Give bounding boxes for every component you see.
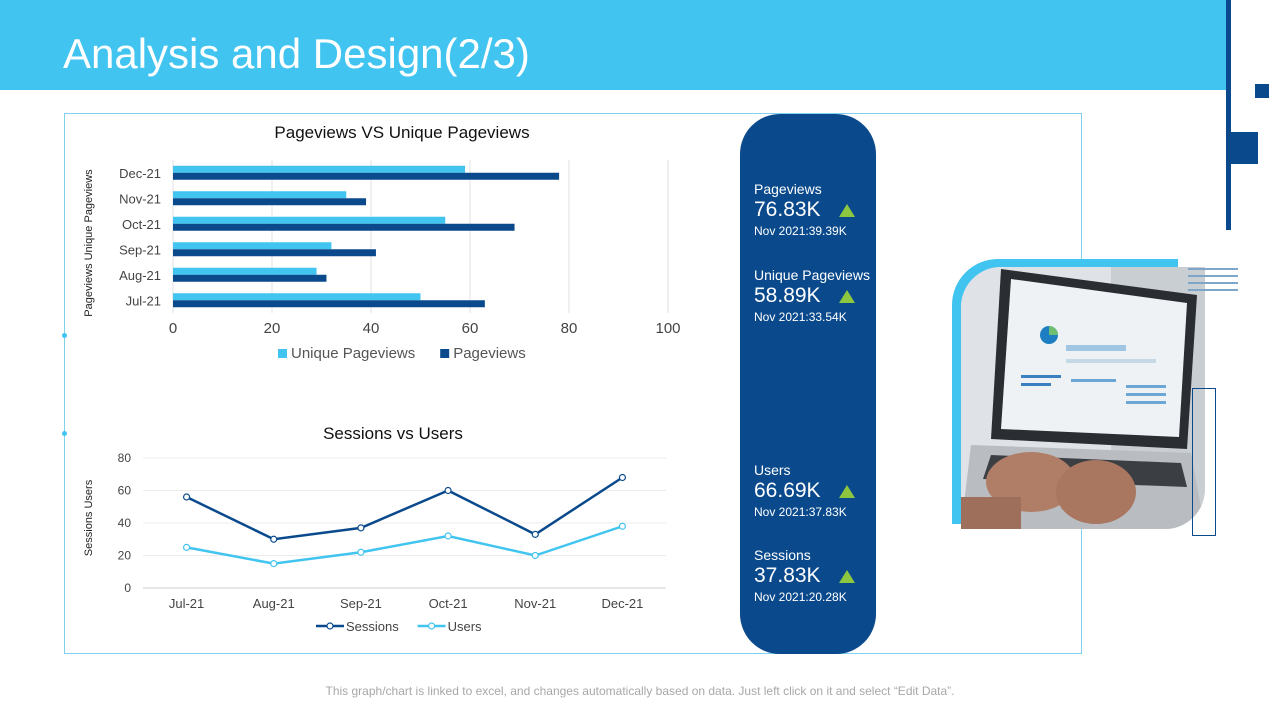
legend-label: Pageviews: [453, 345, 526, 362]
stat-sessions: Sessions 37.83K Nov 2021:20.28K: [754, 547, 855, 605]
decorative-line: [1226, 0, 1231, 230]
decorative-square: [1255, 84, 1269, 98]
decorative-dot: [62, 431, 67, 436]
data-point: [444, 486, 452, 495]
legend-swatch: [278, 349, 287, 358]
data-point: [182, 493, 191, 501]
stat-value-row: 37.83K: [754, 563, 855, 589]
stat-label: Users: [754, 462, 791, 478]
stat-value-row: 58.89K: [754, 283, 870, 309]
stat-value: 76.83K: [754, 198, 821, 221]
x-tick-label: Sep-21: [340, 596, 382, 611]
y-axis-label: Pageviews Unique Pageviews: [83, 169, 95, 317]
x-tick-label: 40: [363, 320, 380, 337]
y-tick-label: 0: [124, 581, 131, 595]
decorative-dot: [62, 333, 67, 338]
decorative-outline: [1192, 388, 1216, 536]
series-line: [186, 476, 624, 541]
page-title: Analysis and Design(2/3): [63, 30, 530, 77]
stat-label: Sessions: [754, 547, 811, 563]
stat-label: Unique Pageviews: [754, 267, 870, 283]
header-bar: Analysis and Design(2/3): [0, 0, 1228, 90]
bar: [173, 300, 485, 308]
x-tick-label: 60: [462, 320, 479, 337]
data-point: [531, 530, 539, 538]
stat-value: 37.83K: [754, 564, 821, 587]
y-tick-label: 60: [118, 484, 132, 498]
sessions-line-chart: Sessions vs Users Sessions Users 0 20 40 60…: [83, 424, 666, 634]
x-tick-label: 0: [169, 320, 177, 337]
y-tick-label: 40: [118, 516, 132, 530]
decorative-square: [1229, 132, 1258, 164]
legend-label: Sessions: [346, 619, 399, 634]
chart-title: Sessions vs Users: [323, 424, 463, 443]
y-tick-label: Nov-21: [119, 191, 161, 206]
trend-up-icon: [838, 484, 855, 498]
stat-label: Pageviews: [754, 181, 822, 197]
legend-label: Users: [448, 619, 482, 634]
bar: [173, 293, 421, 301]
data-point: [357, 548, 365, 556]
decorative-stripes: [1188, 268, 1238, 291]
data-point: [531, 551, 539, 560]
stat-comparison: Nov 2021:39.39K: [754, 224, 847, 238]
bar: [173, 249, 376, 257]
data-point: [618, 522, 627, 530]
x-tick-label: 100: [655, 320, 680, 337]
data-point: [618, 473, 627, 482]
trend-up-icon: [838, 289, 855, 303]
footer-note: This graph/chart is linked to excel, and…: [325, 684, 955, 698]
stat-value: 66.69K: [754, 479, 821, 502]
x-tick-label: 20: [264, 320, 281, 337]
y-tick-label: Oct-21: [122, 217, 161, 232]
bar: [173, 242, 332, 250]
y-tick-label: 80: [118, 451, 132, 465]
legend-swatch: [440, 349, 450, 358]
bar: [173, 274, 327, 282]
laptop-illustration: [961, 267, 1205, 529]
trend-up-icon: [838, 203, 855, 217]
chart-title: Pageviews VS Unique Pageviews: [274, 123, 529, 142]
stat-unique-pageviews: Unique Pageviews 58.89K Nov 2021:33.54K: [754, 267, 870, 325]
stat-comparison: Nov 2021:20.28K: [754, 590, 847, 604]
legend-marker: [428, 622, 436, 630]
laptop-photo: [961, 267, 1205, 529]
bar: [173, 267, 317, 275]
data-point: [182, 543, 191, 551]
x-tick-label: Dec-21: [601, 596, 643, 611]
x-tick-label: Jul-21: [169, 596, 204, 611]
stat-comparison: Nov 2021:37.83K: [754, 505, 847, 519]
y-tick-label: Aug-21: [119, 268, 161, 283]
x-tick-label: Aug-21: [253, 596, 295, 611]
data-point: [270, 535, 278, 543]
stat-value-row: 76.83K: [754, 197, 855, 223]
x-tick-label: Nov-21: [514, 596, 556, 611]
series-line: [186, 525, 623, 565]
trend-up-icon: [838, 569, 855, 583]
bar: [173, 198, 367, 206]
bar: [173, 172, 560, 180]
bar: [173, 191, 347, 199]
y-tick-label: 20: [118, 549, 132, 563]
data-point: [270, 560, 278, 568]
y-tick-label: Sep-21: [119, 242, 161, 257]
stat-users: Users 66.69K Nov 2021:37.83K: [754, 462, 855, 520]
x-tick-label: Oct-21: [429, 596, 468, 611]
y-tick-label: Dec-21: [119, 166, 161, 181]
y-axis-label: Sessions Users: [83, 479, 95, 556]
stat-comparison: Nov 2021:33.54K: [754, 310, 847, 324]
pageviews-bar-chart: Pageviews VS Unique Pageviews Pageviews …: [83, 123, 681, 362]
data-point: [444, 532, 452, 540]
y-tick-label: Jul-21: [126, 293, 161, 308]
bar: [173, 216, 446, 224]
stat-value-row: 66.69K: [754, 478, 855, 504]
legend-label: Unique Pageviews: [291, 345, 415, 362]
stat-value: 58.89K: [754, 284, 821, 307]
data-point: [357, 524, 365, 532]
x-tick-label: 80: [561, 320, 578, 337]
bar: [173, 223, 515, 231]
bar: [173, 165, 466, 173]
legend-marker: [326, 622, 334, 630]
stat-pageviews: Pageviews 76.83K Nov 2021:39.39K: [754, 181, 855, 239]
